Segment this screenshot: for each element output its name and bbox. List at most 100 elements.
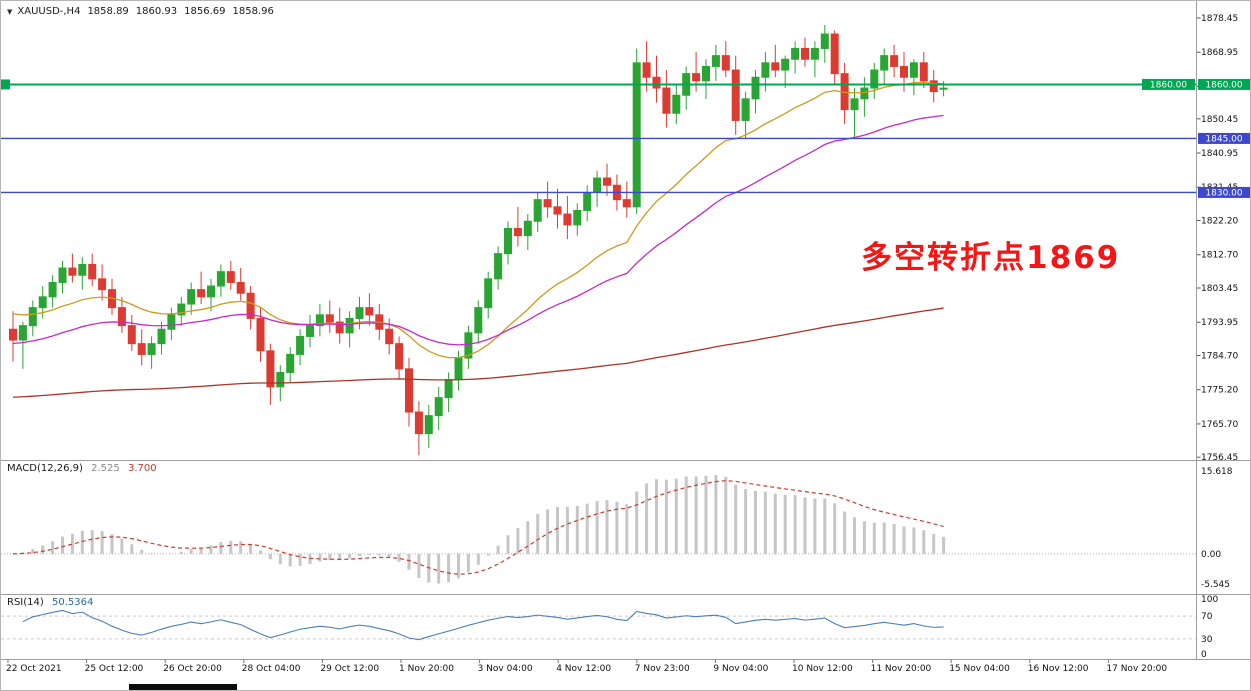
candle-body — [18, 325, 27, 341]
candle-body — [414, 411, 423, 435]
svg-text:30: 30 — [1201, 635, 1213, 645]
candle-body — [801, 47, 809, 60]
quote-high: 1860.93 — [135, 6, 178, 17]
svg-text:-5.545: -5.545 — [1201, 580, 1230, 590]
candle-body — [68, 267, 77, 276]
candle-body — [58, 267, 67, 283]
candle-body — [761, 62, 770, 78]
candle-body — [939, 87, 948, 90]
candle-body — [355, 307, 364, 319]
candle-body — [38, 296, 47, 309]
candle-body — [771, 62, 780, 71]
rsi-panel: 100 70 30 0 — [1, 595, 1218, 660]
macd-name: MACD(12,26,9) — [7, 463, 83, 474]
candle-body — [335, 321, 344, 334]
time-label: 9 Nov 04:00 — [713, 664, 769, 674]
time-scale-ticks — [7, 659, 1109, 663]
panel-separators — [1, 1, 1250, 660]
hline-axis-label — [1198, 132, 1250, 144]
svg-text:1812.70: 1812.70 — [1201, 251, 1238, 261]
rsi-value: 50.5364 — [51, 597, 94, 608]
candle-body — [711, 55, 720, 67]
quote-close: 1858.96 — [232, 6, 274, 17]
candle-body — [583, 191, 592, 211]
candle-body — [919, 62, 928, 82]
candle-body — [454, 357, 463, 381]
svg-text:1860.00: 1860.00 — [1150, 81, 1187, 91]
annotation-text: 多空转折点1869 — [861, 240, 1121, 276]
svg-text:1868.95: 1868.95 — [1201, 48, 1238, 58]
taskbar-fragment — [129, 684, 237, 690]
svg-text:1878.45: 1878.45 — [1201, 14, 1238, 24]
candle-body — [870, 69, 879, 89]
candle-body — [543, 199, 552, 208]
candle-body — [167, 314, 176, 330]
candle-body — [424, 415, 433, 435]
svg-text:1803.45: 1803.45 — [1201, 284, 1238, 294]
quote-low: 1856.69 — [184, 6, 226, 17]
candle-body — [860, 87, 869, 100]
candle-body — [603, 177, 611, 186]
candle-body — [365, 307, 374, 316]
candle-body — [236, 281, 245, 294]
svg-text:1850.45: 1850.45 — [1201, 115, 1238, 125]
candle-body — [306, 325, 314, 337]
svg-text:70: 70 — [1201, 612, 1213, 622]
candle-body — [632, 62, 641, 208]
svg-text:1784.70: 1784.70 — [1201, 352, 1238, 362]
candle-body — [810, 47, 819, 60]
time-label: 1 Nov 20:00 — [399, 664, 454, 674]
candle-body — [48, 281, 57, 298]
time-label: 10 Nov 12:00 — [792, 664, 853, 674]
candle-body — [395, 343, 404, 370]
svg-text:1822.20: 1822.20 — [1201, 217, 1238, 227]
candle-body — [593, 177, 602, 193]
candle-body — [850, 98, 859, 111]
time-axis[interactable]: 22 Oct 2021 25 Oct 12:00 26 Oct 20:00 28 Oc… — [1, 662, 1196, 682]
candle-body — [909, 62, 918, 78]
chart-title-bar: ▼ XAUUSD-,H4 1858.89 1860.93 1856.69 185… — [7, 6, 274, 17]
candle-body — [642, 62, 651, 78]
candle-body — [721, 55, 730, 71]
time-label: 4 Nov 12:00 — [556, 664, 612, 674]
candle-body — [622, 199, 631, 208]
candle-body — [226, 271, 235, 283]
candle-body — [325, 314, 334, 323]
candle-body — [563, 213, 572, 226]
rsi-indicator-label: RSI(14) 50.5364 — [7, 597, 93, 608]
candle-body — [207, 285, 215, 298]
macd-panel: 15.618 0.00 -5.545 — [1, 467, 1233, 590]
candle-body — [256, 317, 265, 352]
candle-body — [177, 303, 186, 316]
svg-text:1756.45: 1756.45 — [1201, 453, 1238, 463]
candle-body — [345, 317, 354, 334]
candle-body — [900, 65, 908, 78]
candle-body — [781, 58, 790, 71]
candle-body — [474, 307, 483, 334]
candle-body — [157, 328, 166, 345]
time-label: 22 Oct 2021 — [6, 664, 62, 674]
candle-body — [286, 353, 295, 373]
collapse-triangle-icon[interactable]: ▼ — [7, 7, 13, 16]
candle-body — [741, 98, 750, 121]
candle-body — [444, 379, 453, 399]
ma-mid-line — [12, 114, 944, 346]
candle-body — [533, 199, 542, 222]
candle-body — [276, 371, 285, 388]
candle-body — [672, 94, 681, 114]
svg-text:1845.00: 1845.00 — [1205, 135, 1242, 145]
candle-body — [929, 80, 938, 93]
candle-body — [702, 65, 710, 82]
time-label: 11 Nov 20:00 — [870, 664, 932, 674]
symbol-timeframe: XAUUSD-,H4 — [17, 6, 81, 17]
candle-body — [127, 325, 136, 345]
time-label: 15 Nov 04:00 — [949, 664, 1010, 674]
time-label: 16 Nov 12:00 — [1027, 664, 1089, 674]
time-label: 7 Nov 23:00 — [634, 664, 690, 674]
candle-body — [98, 278, 107, 291]
horizontal-lines[interactable]: 1860.00 1860.00 1845.00 1830.00 — [1, 78, 1250, 199]
hline-axis-label — [1198, 186, 1250, 198]
hline-left-tag — [1, 79, 10, 90]
candle-body — [662, 87, 671, 114]
